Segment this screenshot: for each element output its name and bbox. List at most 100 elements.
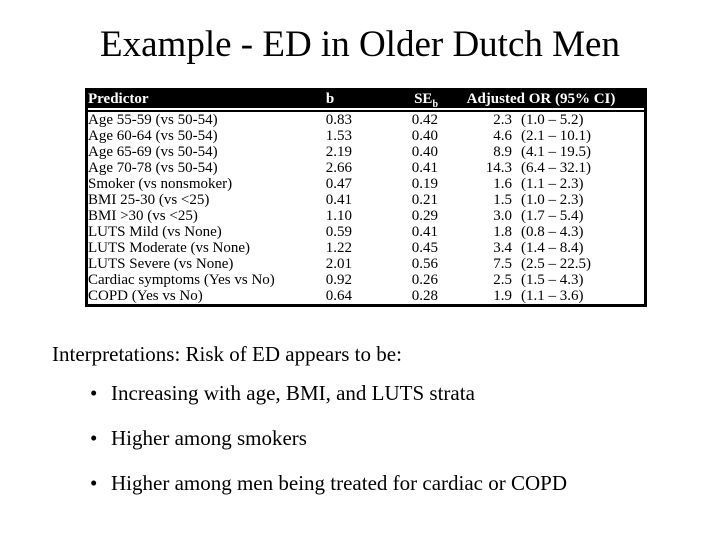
or-value: 3.0 bbox=[493, 208, 512, 224]
table-row: Cardiac symptoms (Yes vs No) 0.92 0.26 2… bbox=[88, 272, 644, 288]
ci-value: (4.1 – 19.5) bbox=[521, 144, 591, 160]
se-subscript: b bbox=[432, 99, 438, 110]
ci-value: (1.0 – 5.2) bbox=[521, 112, 584, 128]
bullet-item: • Higher among men being treated for card… bbox=[90, 471, 567, 495]
or-value: 3.4 bbox=[493, 240, 512, 256]
cell-se: 0.28 bbox=[411, 288, 438, 304]
ci-value: (2.1 – 10.1) bbox=[521, 128, 591, 144]
cell-b: 0.83 bbox=[308, 110, 352, 128]
or-value: 1.5 bbox=[493, 192, 512, 208]
ci-value: (2.5 – 22.5) bbox=[521, 256, 591, 272]
cell-b: 1.22 bbox=[325, 240, 352, 256]
cell-b: 2.19 bbox=[325, 144, 352, 160]
cell-se: 0.41 bbox=[411, 224, 438, 240]
se-label: SE bbox=[414, 91, 433, 107]
cell-or: 4.6 (2.1 – 10.1) bbox=[438, 128, 644, 144]
cell-or: 3.0 (1.7 – 5.4) bbox=[438, 208, 644, 224]
bullet-text: Increasing with age, BMI, and LUTS strat… bbox=[111, 381, 475, 405]
table-row: Age 60-64 (vs 50-54) 1.53 0.40 4.6 (2.1 –… bbox=[88, 128, 644, 144]
cell-predictor: LUTS Moderate (vs None) bbox=[88, 240, 251, 256]
cell-predictor: Cardiac symptoms (Yes vs No) bbox=[88, 272, 275, 288]
cell-se: 0.42 bbox=[352, 110, 438, 128]
ci-value: (1.7 – 5.4) bbox=[521, 208, 584, 224]
or-value: 2.3 bbox=[493, 112, 512, 128]
column-header-b: b bbox=[308, 91, 352, 110]
or-value: 7.5 bbox=[493, 256, 512, 272]
cell-b: 1.10 bbox=[325, 208, 352, 224]
cell-b: 0.47 bbox=[325, 176, 352, 192]
cell-or: 8.9 (4.1 – 19.5) bbox=[438, 144, 644, 160]
table-header-row: Predictor b SEb Adjusted OR (95% CI) bbox=[88, 91, 644, 110]
ci-value: (6.4 – 32.1) bbox=[521, 160, 591, 176]
cell-se: 0.40 bbox=[411, 144, 438, 160]
cell-se: 0.40 bbox=[411, 128, 438, 144]
table-row: LUTS Moderate (vs None) 1.22 0.45 3.4 (1.… bbox=[88, 240, 644, 256]
bullet-item: • Higher among smokers bbox=[90, 426, 567, 450]
bullet-icon: • bbox=[90, 381, 98, 405]
cell-predictor: LUTS Mild (vs None) bbox=[88, 224, 222, 240]
or-value: 1.6 bbox=[493, 176, 512, 192]
cell-se: 0.56 bbox=[411, 256, 438, 272]
table-row: BMI >30 (vs <25) 1.10 0.29 3.0 (1.7 – 5.4… bbox=[88, 208, 644, 224]
cell-predictor: Smoker (vs nonsmoker) bbox=[88, 176, 233, 192]
interpretations-heading: Interpretations: Risk of ED appears to b… bbox=[52, 342, 402, 366]
regression-results-table: Predictor b SEb Adjusted OR (95% CI) Age… bbox=[85, 88, 647, 307]
page-title: Example - ED in Older Dutch Men bbox=[100, 24, 620, 65]
cell-or: 1.6 (1.1 – 2.3) bbox=[438, 176, 644, 192]
cell-b: 1.53 bbox=[325, 128, 352, 144]
bullet-list: • Increasing with age, BMI, and LUTS stra… bbox=[90, 381, 567, 516]
table-row: LUTS Severe (vs None) 2.01 0.56 7.5 (2.5 … bbox=[88, 256, 644, 272]
or-value: 2.5 bbox=[493, 272, 512, 288]
bullet-icon: • bbox=[90, 471, 98, 495]
cell-b: 0.92 bbox=[325, 272, 352, 288]
cell-se: 0.21 bbox=[411, 192, 438, 208]
ci-value: (1.0 – 2.3) bbox=[521, 192, 584, 208]
cell-predictor: LUTS Severe (vs None) bbox=[88, 256, 234, 272]
column-header-se: SEb bbox=[352, 91, 438, 110]
or-value: 1.8 bbox=[493, 224, 512, 240]
cell-se: 0.19 bbox=[411, 176, 438, 192]
cell-b: 0.64 bbox=[325, 288, 352, 304]
cell-predictor: BMI 25-30 (vs <25) bbox=[88, 192, 210, 208]
ci-value: (1.1 – 2.3) bbox=[521, 176, 584, 192]
cell-or: 3.4 (1.4 – 8.4) bbox=[438, 240, 644, 256]
ci-value: (1.4 – 8.4) bbox=[521, 240, 584, 256]
ci-value: (1.5 – 4.3) bbox=[521, 272, 584, 288]
or-value: 14.3 bbox=[485, 160, 512, 176]
table-row: LUTS Mild (vs None) 0.59 0.41 1.8 (0.8 – … bbox=[88, 224, 644, 240]
bullet-text: Higher among smokers bbox=[111, 426, 307, 450]
or-value: 4.6 bbox=[493, 128, 512, 144]
cell-se: 0.26 bbox=[411, 272, 438, 288]
column-header-adjusted-or: Adjusted OR (95% CI) bbox=[438, 91, 644, 110]
cell-predictor: Age 55-59 (vs 50-54) bbox=[88, 110, 308, 128]
ci-value: (1.1 – 3.6) bbox=[521, 288, 584, 304]
cell-or: 1.5 (1.0 – 2.3) bbox=[438, 192, 644, 208]
cell-b: 2.66 bbox=[325, 160, 352, 176]
cell-predictor: BMI >30 (vs <25) bbox=[88, 208, 198, 224]
cell-se: 0.41 bbox=[411, 160, 438, 176]
cell-or: 2.3 (1.0 – 5.2) bbox=[438, 110, 644, 128]
cell-se: 0.45 bbox=[411, 240, 438, 256]
cell-b: 0.41 bbox=[325, 192, 352, 208]
cell-b: 0.59 bbox=[325, 224, 352, 240]
bullet-icon: • bbox=[90, 426, 98, 450]
table-row: Age 55-59 (vs 50-54) 0.83 0.42 2.3 (1.0 –… bbox=[88, 110, 644, 128]
ci-value: (0.8 – 4.3) bbox=[521, 224, 584, 240]
cell-predictor: COPD (Yes vs No) bbox=[88, 288, 203, 304]
table-row: Age 70-78 (vs 50-54) 2.66 0.41 14.3 (6.4 … bbox=[88, 160, 644, 176]
or-value: 1.9 bbox=[493, 288, 512, 304]
cell-b: 2.01 bbox=[325, 256, 352, 272]
table-row: Age 65-69 (vs 50-54) 2.19 0.40 8.9 (4.1 –… bbox=[88, 144, 644, 160]
cell-or: 1.9 (1.1 – 3.6) bbox=[438, 288, 644, 304]
table-row: COPD (Yes vs No) 0.64 0.28 1.9 (1.1 – 3.6… bbox=[88, 288, 644, 304]
cell-or: 14.3 (6.4 – 32.1) bbox=[438, 160, 644, 176]
cell-or: 2.5 (1.5 – 4.3) bbox=[438, 272, 644, 288]
cell-or: 1.8 (0.8 – 4.3) bbox=[438, 224, 644, 240]
cell-predictor: Age 60-64 (vs 50-54) bbox=[88, 128, 218, 144]
cell-or: 7.5 (2.5 – 22.5) bbox=[438, 256, 644, 272]
bullet-item: • Increasing with age, BMI, and LUTS stra… bbox=[90, 381, 567, 405]
cell-se: 0.29 bbox=[411, 208, 438, 224]
or-value: 8.9 bbox=[493, 144, 512, 160]
bullet-text: Higher among men being treated for cardi… bbox=[111, 471, 568, 495]
